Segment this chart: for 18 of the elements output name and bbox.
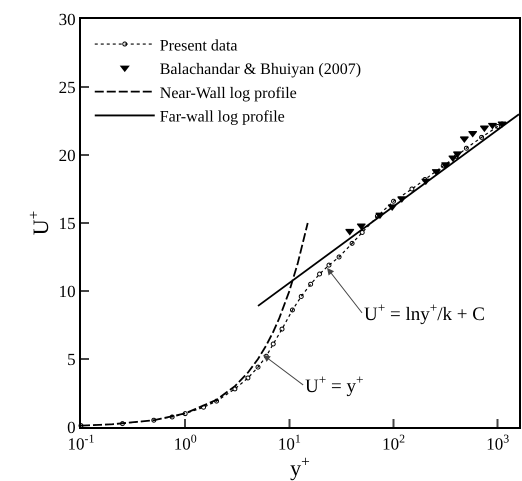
y-tick-label: 20 — [58, 146, 76, 165]
y-tick-label: 0 — [67, 418, 76, 437]
x-axis-title: y$^{+}$ — [290, 453, 310, 481]
x-tick-label: 10$^{3}$ — [486, 431, 510, 454]
legend-label: Present data — [160, 37, 238, 54]
y-tick-label: 25 — [58, 78, 76, 97]
x-tick-label: 10$^{2}$ — [382, 431, 406, 454]
legend-label: Far-wall log profile — [160, 108, 285, 126]
y-tick-label: 10 — [58, 282, 76, 301]
y-tick-label: 5 — [67, 350, 76, 369]
legend-label: Balachandar & Bhuiyan (2007) — [160, 61, 362, 78]
x-tick-label: 10$^{0}$ — [174, 431, 197, 454]
x-tick-label: 10$^{1}$ — [278, 431, 301, 454]
annotation: U$^{+}$ = y$^{+}$ — [305, 372, 364, 397]
y-tick-label: 15 — [58, 214, 76, 233]
y-tick-label: 30 — [58, 10, 76, 29]
annotation: U$^{+}$ = lny$^{+}$/k + C — [364, 300, 485, 325]
legend-label: Near-Wall log profile — [160, 84, 297, 102]
